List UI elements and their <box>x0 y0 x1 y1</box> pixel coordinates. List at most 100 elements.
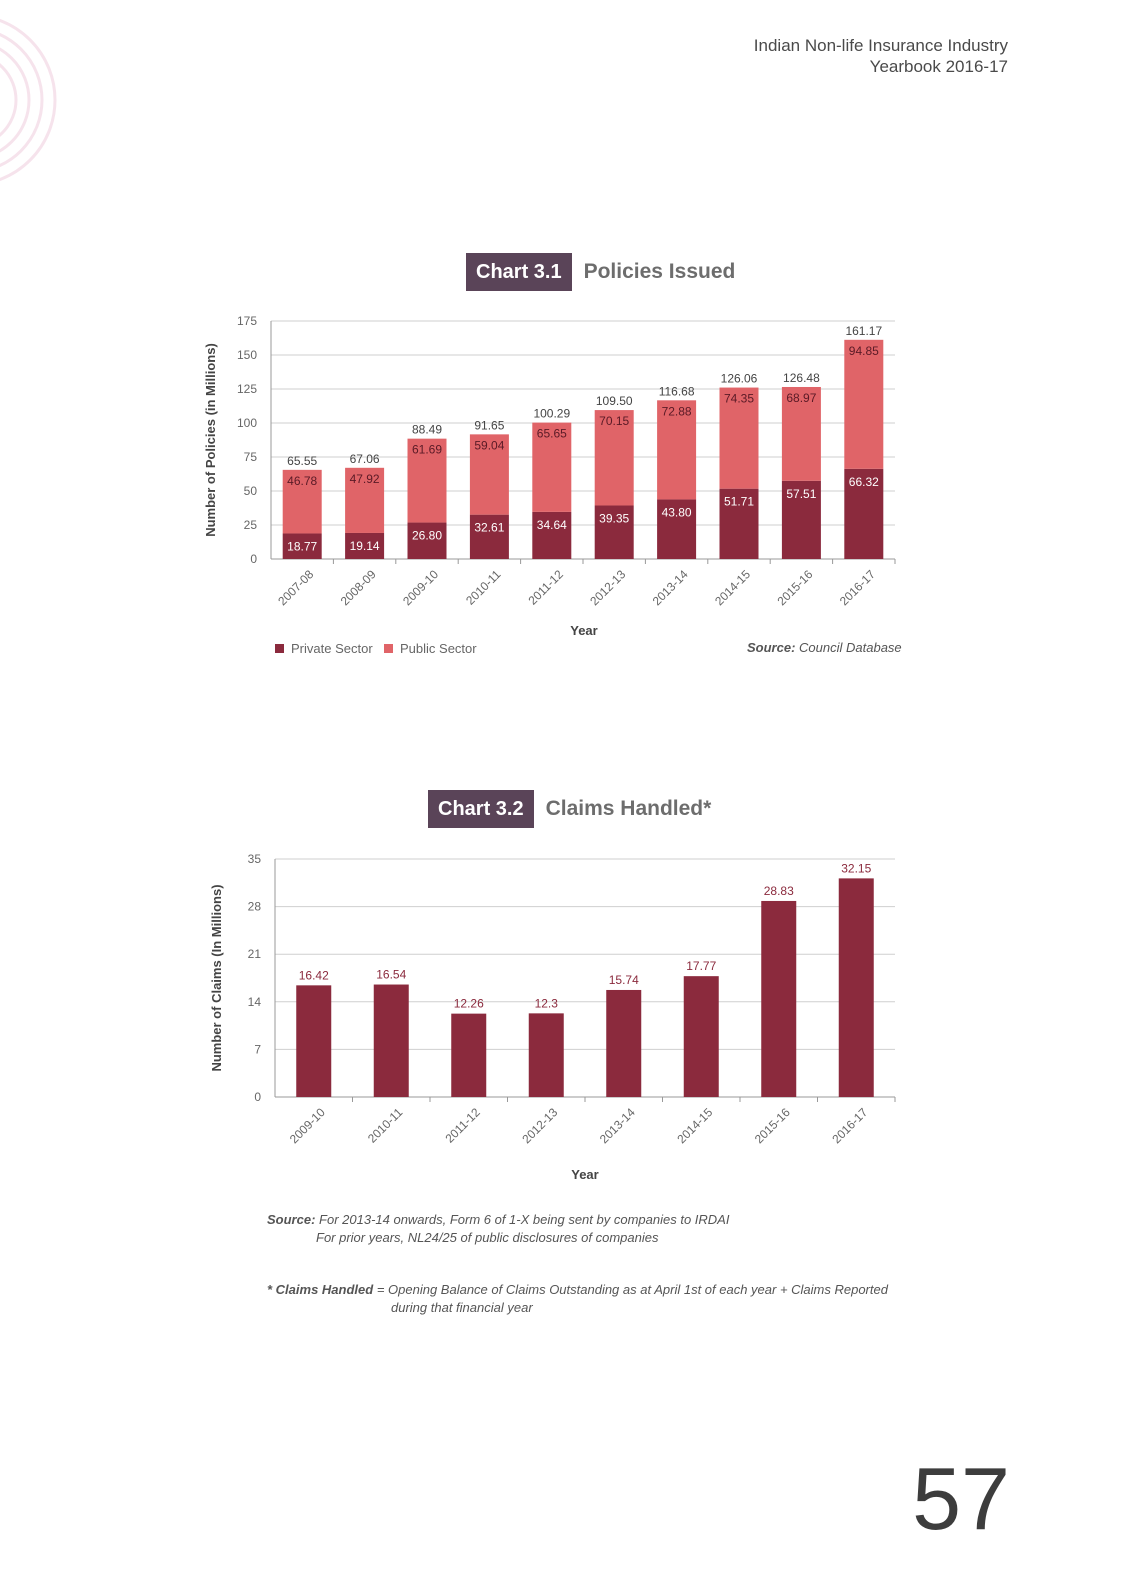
x-tick-label: 2016-17 <box>829 1105 870 1146</box>
y-tick-label: 25 <box>244 518 258 532</box>
claims-footnote: * Claims Handled = Opening Balance of Cl… <box>267 1281 888 1317</box>
chart1-number: Chart 3.1 <box>466 253 572 291</box>
public-sector-bar <box>532 422 572 512</box>
claims-bar <box>606 989 642 1097</box>
y-tick-label: 150 <box>237 348 257 362</box>
y-tick-label: 100 <box>237 416 257 430</box>
total-value-label: 126.48 <box>783 371 820 385</box>
header-line2: Yearbook 2016-17 <box>869 57 1008 76</box>
legend-public-label: Public Sector <box>400 641 477 656</box>
header-line1: Indian Non-life Insurance Industry <box>753 36 1008 55</box>
page-header: Indian Non-life Insurance Industry Yearb… <box>754 35 1008 77</box>
x-tick-label: 2015-16 <box>752 1105 793 1146</box>
private-value-label: 19.14 <box>350 539 380 553</box>
public-sector-bar <box>407 438 447 523</box>
policies-issued-chart: 025507510012515017518.7746.7865.552007-0… <box>203 314 896 656</box>
claims-bar <box>761 900 797 1097</box>
page-number: 57 <box>912 1449 1010 1548</box>
y-tick-label: 0 <box>250 552 257 566</box>
public-value-label: 68.97 <box>786 391 816 405</box>
public-value-label: 61.69 <box>412 443 442 457</box>
x-tick-label: 2010-11 <box>365 1105 406 1146</box>
claims-bar <box>683 976 719 1097</box>
claims-value-label: 28.83 <box>764 884 794 898</box>
chart1-heading: Chart 3.1 Policies Issued <box>466 253 735 291</box>
total-value-label: 67.06 <box>350 452 380 466</box>
claims-bar <box>528 1013 564 1097</box>
legend-public-swatch <box>384 644 393 653</box>
claims-handled-chart: 0 7 14 21 28 35 16.42 2009-10 16.54 2010-11 12.26 2… <box>209 852 896 1182</box>
legend-private-swatch <box>275 644 284 653</box>
total-value-label: 65.55 <box>287 454 317 468</box>
claims-bar <box>838 878 874 1097</box>
y-axis-title: Number of Policies (in Millions) <box>203 343 218 537</box>
claims-value-label: 32.15 <box>841 861 871 875</box>
chart2-source-line2: For prior years, NL24/25 of public discl… <box>316 1230 659 1245</box>
private-value-label: 57.51 <box>786 487 816 501</box>
claims-value-label: 16.54 <box>376 968 406 982</box>
public-value-label: 72.88 <box>662 404 692 418</box>
total-value-label: 109.50 <box>596 394 633 408</box>
private-value-label: 18.77 <box>287 539 317 553</box>
x-tick-label: 2014-15 <box>674 1105 715 1146</box>
y-tick-label: 175 <box>237 314 257 328</box>
private-sector-bar <box>532 511 572 559</box>
chart1-source-label: Source: <box>747 640 796 655</box>
public-sector-bar <box>594 410 634 506</box>
claims-value-label: 12.3 <box>535 996 559 1010</box>
footnote-equals: = <box>376 1282 385 1297</box>
y-tick-label: 75 <box>244 450 258 464</box>
private-value-label: 26.80 <box>412 529 442 543</box>
chart2-source-label: Source: <box>267 1212 316 1227</box>
chart2-source-line1: For 2013-14 onwards, Form 6 of 1-X being… <box>319 1212 730 1227</box>
private-sector-bar <box>345 532 385 559</box>
private-sector-bar <box>407 522 447 559</box>
private-value-label: 34.64 <box>537 518 567 532</box>
x-tick-label: 2009-10 <box>287 1105 328 1146</box>
total-value-label: 91.65 <box>474 418 504 432</box>
private-sector-bar <box>719 488 759 559</box>
private-sector-bar <box>844 468 884 559</box>
public-value-label: 59.04 <box>474 438 504 452</box>
public-sector-bar <box>844 339 884 469</box>
decorative-arcs <box>0 18 57 182</box>
private-value-label: 51.71 <box>724 495 754 509</box>
private-value-label: 32.61 <box>474 521 504 535</box>
public-value-label: 70.15 <box>599 414 629 428</box>
claims-bar <box>373 984 409 1097</box>
public-sector-bar <box>282 469 322 534</box>
public-value-label: 94.85 <box>849 344 879 358</box>
total-value-label: 100.29 <box>533 407 570 421</box>
public-value-label: 65.65 <box>537 427 567 441</box>
chart2-source-note: Source: For 2013-14 onwards, Form 6 of 1… <box>267 1211 729 1247</box>
legend-private-label: Private Sector <box>291 641 373 656</box>
x-tick-label: 2012-13 <box>519 1105 560 1146</box>
chart2-number: Chart 3.2 <box>428 790 534 828</box>
private-value-label: 39.35 <box>599 511 629 525</box>
x-tick-label: 2013-14 <box>597 1105 638 1146</box>
y-tick-label: 21 <box>248 947 262 961</box>
footnote-line2: during that financial year <box>391 1300 533 1315</box>
public-sector-bar <box>657 400 697 500</box>
y-axis-title: Number of Claims (In Millions) <box>209 884 224 1071</box>
claims-value-label: 12.26 <box>454 997 484 1011</box>
footnote-line1: Opening Balance of Claims Outstanding as… <box>388 1282 888 1297</box>
public-sector-bar <box>469 434 509 515</box>
x-axis-title: Year <box>571 1167 598 1182</box>
public-sector-bar <box>781 386 821 481</box>
claims-bar <box>296 985 332 1097</box>
private-sector-bar <box>469 514 509 559</box>
chart2-name: Claims Handled* <box>545 797 712 820</box>
chart1-source-text: Council Database <box>799 640 902 655</box>
public-value-label: 74.35 <box>724 392 754 406</box>
public-value-label: 47.92 <box>350 472 380 486</box>
private-value-label: 43.80 <box>662 505 692 519</box>
public-sector-bar <box>345 467 385 533</box>
chart1-source: Source: Council Database <box>747 640 902 655</box>
y-tick-label: 50 <box>244 484 258 498</box>
claims-bar <box>451 1013 487 1097</box>
private-sector-bar <box>781 480 821 559</box>
x-axis-title: Year <box>570 623 597 638</box>
total-value-label: 116.68 <box>659 384 695 398</box>
total-value-label: 126.06 <box>721 372 758 386</box>
